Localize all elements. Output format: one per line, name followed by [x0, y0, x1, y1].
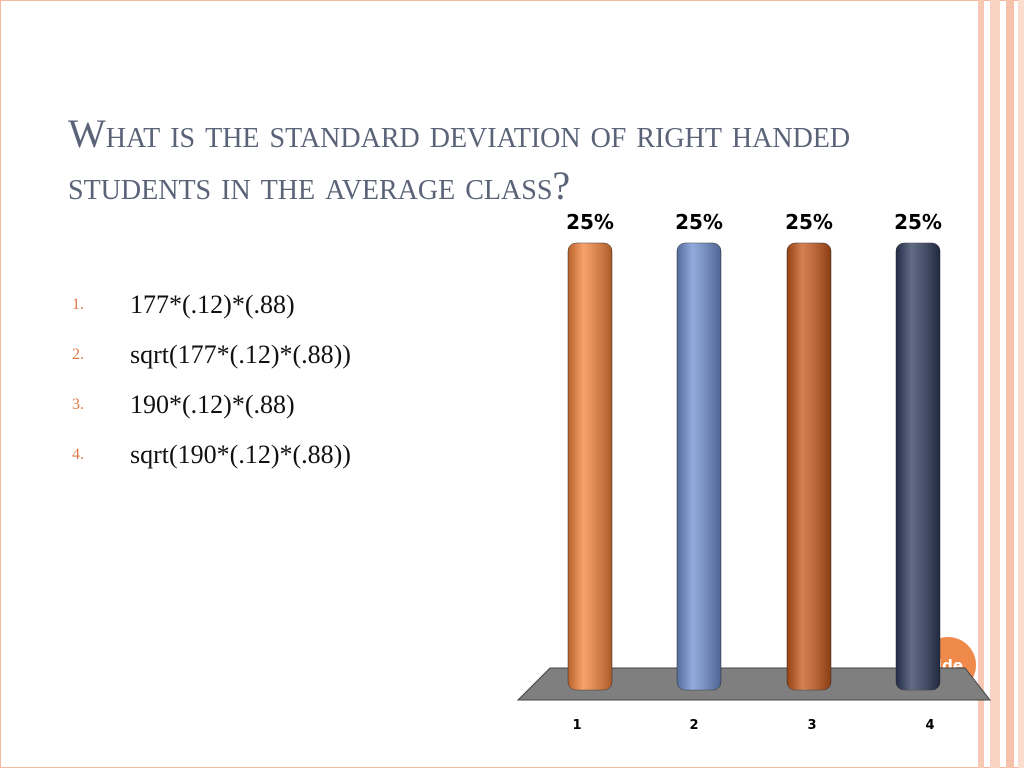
stripe	[1006, 0, 1014, 768]
bar-shade	[568, 243, 612, 690]
bar-shade	[787, 243, 831, 690]
slide-title: What is the standard deviation of right …	[68, 111, 851, 208]
answer: 190*(.12)*(.88)	[72, 380, 295, 430]
value-label: 25%	[675, 210, 723, 234]
answer-list: 177*(.12)*(.88) sqrt(177*(.12)*(.88)) 190*…	[72, 280, 351, 480]
x-tick-label: 2	[689, 718, 698, 733]
answer: 177*(.12)*(.88)	[72, 280, 295, 330]
answer: sqrt(177*(.12)*(.88))	[72, 330, 351, 380]
stripe	[978, 0, 984, 768]
value-label: 25%	[785, 210, 833, 234]
bar-shade	[677, 243, 721, 690]
bar-shade	[896, 243, 940, 690]
stripe	[990, 0, 1000, 768]
value-label: 25%	[566, 210, 614, 234]
value-label: 25%	[894, 210, 942, 234]
x-tick-label: 3	[807, 718, 816, 733]
stripe	[1018, 0, 1024, 768]
x-tick-label: 1	[572, 718, 581, 733]
answer: sqrt(190*(.12)*(.88))	[72, 430, 351, 480]
x-tick-label: 4	[925, 718, 934, 733]
